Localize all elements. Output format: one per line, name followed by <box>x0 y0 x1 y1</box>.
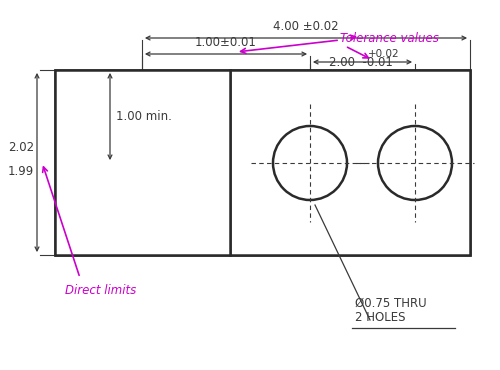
Text: +0.02: +0.02 <box>368 49 399 59</box>
Text: 2.02: 2.02 <box>8 141 34 154</box>
Circle shape <box>378 126 452 200</box>
Text: 2.00  -0.01: 2.00 -0.01 <box>328 56 392 69</box>
Text: 1.99: 1.99 <box>8 165 34 178</box>
Text: Tolerance values: Tolerance values <box>340 31 439 44</box>
Circle shape <box>273 126 347 200</box>
Text: 1.00 min.: 1.00 min. <box>116 110 172 123</box>
Bar <box>55 70 470 255</box>
Text: Direct limits: Direct limits <box>65 283 136 296</box>
Bar <box>55 70 230 255</box>
Text: 2 HOLES: 2 HOLES <box>355 311 406 324</box>
Text: 4.00 ±0.02: 4.00 ±0.02 <box>273 20 339 33</box>
Text: 1.00±0.01: 1.00±0.01 <box>195 36 257 49</box>
Text: Ø0.75 THRU: Ø0.75 THRU <box>355 297 426 310</box>
Bar <box>230 70 470 255</box>
